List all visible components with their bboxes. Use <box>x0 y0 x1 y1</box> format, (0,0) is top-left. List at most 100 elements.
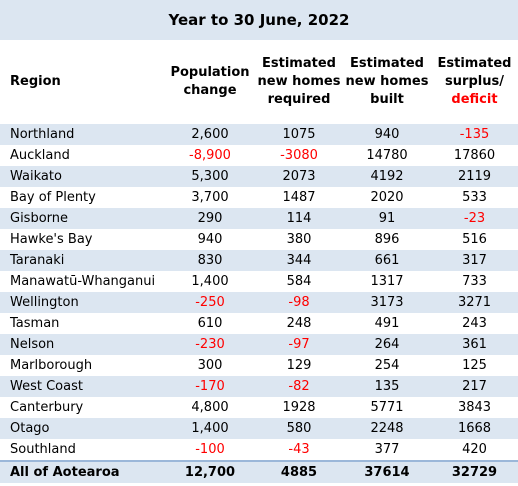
region-cell: West Coast <box>0 376 165 397</box>
table-row: Tasman 610 248 491 243 <box>0 313 518 334</box>
required-cell: 129 <box>255 355 343 376</box>
table-row: Southland -100 -43 377 420 <box>0 439 518 461</box>
total-required-cell: 4885 <box>255 460 343 483</box>
table-row: Waikato 5,300 2073 4192 2119 <box>0 166 518 187</box>
built-cell: 491 <box>343 313 431 334</box>
built-cell: 254 <box>343 355 431 376</box>
table-row: Auckland -8,900 -3080 14780 17860 <box>0 145 518 166</box>
pop-cell: -230 <box>165 334 255 355</box>
required-cell: -82 <box>255 376 343 397</box>
surplus-cell: 733 <box>431 271 518 292</box>
pop-cell: -100 <box>165 439 255 461</box>
surplus-cell: 317 <box>431 250 518 271</box>
region-cell: Marlborough <box>0 355 165 376</box>
required-cell: 380 <box>255 229 343 250</box>
required-cell: 1487 <box>255 187 343 208</box>
total-built-cell: 37614 <box>343 460 431 483</box>
total-surplus-cell: 32729 <box>431 460 518 483</box>
table-row: Marlborough 300 129 254 125 <box>0 355 518 376</box>
surplus-cell: 243 <box>431 313 518 334</box>
header-population-change: Population change <box>165 40 255 124</box>
surplus-cell: 3843 <box>431 397 518 418</box>
region-cell: Canterbury <box>0 397 165 418</box>
table-row: Taranaki 830 344 661 317 <box>0 250 518 271</box>
surplus-cell: 2119 <box>431 166 518 187</box>
header-row: Region Population change Estimated new hom… <box>0 40 518 124</box>
table-row: West Coast -170 -82 135 217 <box>0 376 518 397</box>
pop-cell: 4,800 <box>165 397 255 418</box>
built-cell: 940 <box>343 124 431 145</box>
required-cell: -97 <box>255 334 343 355</box>
pop-cell: 1,400 <box>165 271 255 292</box>
region-cell: Auckland <box>0 145 165 166</box>
built-cell: 14780 <box>343 145 431 166</box>
surplus-cell: -23 <box>431 208 518 229</box>
pop-cell: 1,400 <box>165 418 255 439</box>
surplus-cell: 533 <box>431 187 518 208</box>
surplus-cell: 361 <box>431 334 518 355</box>
header-homes-built: Estimated new homes built <box>343 40 431 124</box>
table-row: Nelson -230 -97 264 361 <box>0 334 518 355</box>
total-row: All of Aotearoa 12,700 4885 37614 32729 <box>0 460 518 483</box>
required-cell: 584 <box>255 271 343 292</box>
table-body: Northland 2,600 1075 940 -135 Auckland -8,900-… <box>0 124 518 461</box>
region-cell: Southland <box>0 439 165 461</box>
required-cell: -3080 <box>255 145 343 166</box>
region-cell: Waikato <box>0 166 165 187</box>
built-cell: 264 <box>343 334 431 355</box>
region-cell: Hawke's Bay <box>0 229 165 250</box>
built-cell: 4192 <box>343 166 431 187</box>
built-cell: 896 <box>343 229 431 250</box>
table-row: Northland 2,600 1075 940 -135 <box>0 124 518 145</box>
built-cell: 377 <box>343 439 431 461</box>
table-row: Hawke's Bay 940 380 896 516 <box>0 229 518 250</box>
required-cell: 248 <box>255 313 343 334</box>
header-surplus-deficit: Estimated surplus/deficit <box>431 40 518 124</box>
built-cell: 2020 <box>343 187 431 208</box>
required-cell: 344 <box>255 250 343 271</box>
pop-cell: 290 <box>165 208 255 229</box>
surplus-cell: -135 <box>431 124 518 145</box>
region-cell: Taranaki <box>0 250 165 271</box>
region-cell: Gisborne <box>0 208 165 229</box>
pop-cell: 300 <box>165 355 255 376</box>
pop-cell: -170 <box>165 376 255 397</box>
pop-cell: -8,900 <box>165 145 255 166</box>
pop-cell: 830 <box>165 250 255 271</box>
pop-cell: 5,300 <box>165 166 255 187</box>
table-title: Year to 30 June, 2022 <box>0 0 518 40</box>
table-row: Otago 1,400 580 2248 1668 <box>0 418 518 439</box>
built-cell: 2248 <box>343 418 431 439</box>
pop-cell: -250 <box>165 292 255 313</box>
region-cell: Bay of Plenty <box>0 187 165 208</box>
surplus-cell: 217 <box>431 376 518 397</box>
surplus-cell: 420 <box>431 439 518 461</box>
surplus-cell: 1668 <box>431 418 518 439</box>
pop-cell: 610 <box>165 313 255 334</box>
table-row: Gisborne 290 114 91 -23 <box>0 208 518 229</box>
built-cell: 5771 <box>343 397 431 418</box>
table-row: Canterbury 4,800 1928 5771 3843 <box>0 397 518 418</box>
table-row: Wellington -250 -98 3173 3271 <box>0 292 518 313</box>
header-region: Region <box>0 40 165 124</box>
built-cell: 3173 <box>343 292 431 313</box>
required-cell: 1928 <box>255 397 343 418</box>
surplus-cell: 17860 <box>431 145 518 166</box>
surplus-cell: 516 <box>431 229 518 250</box>
required-cell: 114 <box>255 208 343 229</box>
region-cell: Northland <box>0 124 165 145</box>
total-pop-cell: 12,700 <box>165 460 255 483</box>
required-cell: 2073 <box>255 166 343 187</box>
surplus-cell: 125 <box>431 355 518 376</box>
required-cell: 580 <box>255 418 343 439</box>
required-cell: -43 <box>255 439 343 461</box>
region-cell: Otago <box>0 418 165 439</box>
built-cell: 135 <box>343 376 431 397</box>
table-row: Manawatū-Whanganui 1,400 584 1317 733 <box>0 271 518 292</box>
table-row: Bay of Plenty 3,700 1487 2020 533 <box>0 187 518 208</box>
built-cell: 1317 <box>343 271 431 292</box>
pop-cell: 3,700 <box>165 187 255 208</box>
built-cell: 661 <box>343 250 431 271</box>
required-cell: 1075 <box>255 124 343 145</box>
